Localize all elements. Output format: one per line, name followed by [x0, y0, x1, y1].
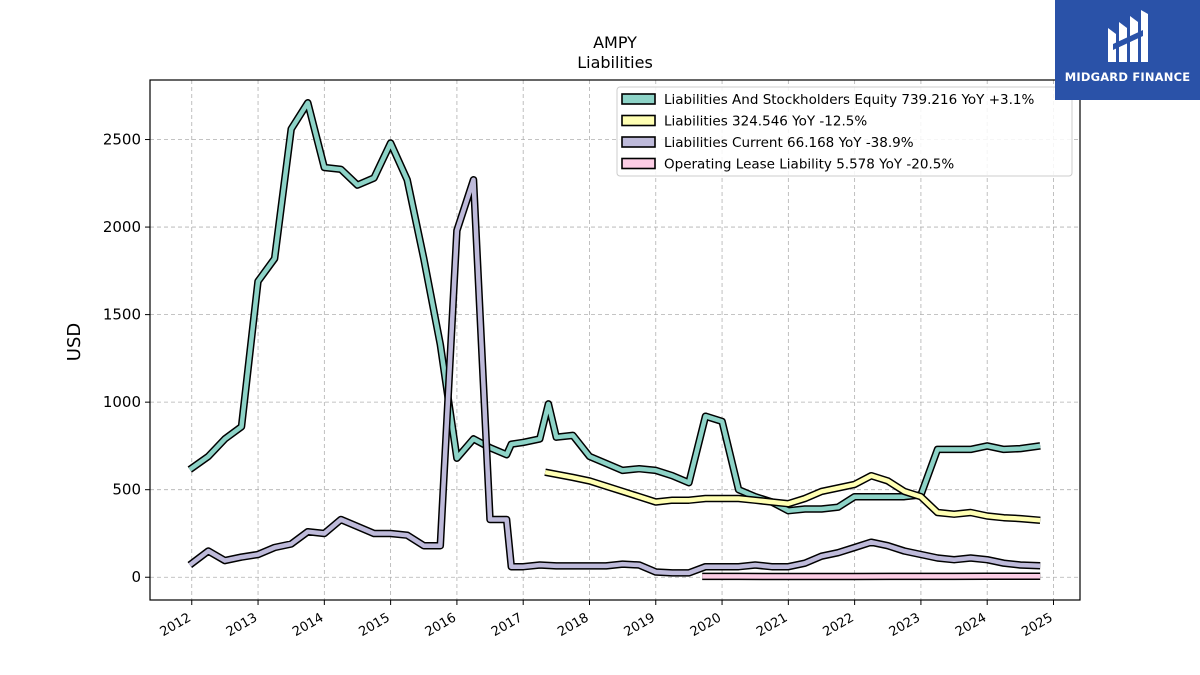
y-tick-label: 1000	[103, 393, 141, 411]
series-line	[544, 469, 1041, 523]
x-tick-label: 2021	[754, 610, 790, 640]
x-tick-label: 2025	[1019, 610, 1055, 640]
y-axis-label: USD	[64, 323, 85, 361]
x-tick-label: 2014	[290, 610, 326, 640]
x-tick-label: 2012	[158, 610, 194, 640]
series-line-outline	[187, 176, 1041, 577]
x-tick-label: 2019	[622, 610, 658, 640]
logo-mark-icon	[1108, 10, 1148, 62]
legend-items: Liabilities And Stockholders Equity 739.…	[621, 92, 1034, 173]
legend-label: Liabilities Current 66.168 YoY -38.9%	[664, 135, 914, 151]
series-0	[187, 99, 1041, 515]
legend-label: Liabilities 324.546 YoY -12.5%	[664, 114, 867, 130]
legend-label: Liabilities And Stockholders Equity 739.…	[664, 92, 1034, 108]
legend-swatch	[621, 93, 656, 105]
logo: MIDGARD FINANCE	[1055, 0, 1200, 100]
legend-label: Operating Lease Liability 5.578 YoY -20.…	[664, 157, 954, 173]
legend-swatch	[621, 157, 656, 170]
x-tick-label: 2016	[423, 610, 459, 640]
series-line	[188, 177, 1041, 576]
x-tick-label: 2017	[489, 610, 525, 640]
y-axis-ticks: 0 500 1000 1500 2000 2500	[103, 131, 150, 586]
y-tick-label: 2500	[103, 131, 141, 149]
series-line	[188, 100, 1041, 513]
x-tick-label: 2024	[953, 610, 989, 640]
series-2	[187, 176, 1041, 577]
series-1	[544, 468, 1041, 525]
y-tick-label: 1500	[103, 306, 141, 324]
x-tick-label: 2020	[688, 610, 724, 640]
y-tick-label: 2000	[103, 218, 141, 236]
chart-subtitle: Liabilities	[577, 53, 653, 72]
x-tick-label: 2015	[356, 610, 392, 640]
legend: Liabilities And Stockholders Equity 739.…	[616, 86, 1073, 177]
chart-title: AMPY	[593, 33, 637, 52]
y-tick-label: 500	[112, 481, 141, 499]
x-tick-label: 2013	[224, 610, 260, 640]
logo-text: MIDGARD FINANCE	[1064, 70, 1191, 84]
legend-swatch	[621, 114, 656, 127]
legend-swatch	[621, 136, 656, 148]
series-lines	[187, 99, 1041, 581]
x-axis-ticks: 2012 2013 2014 2015 2016 2017 2018 2019 2020 2021…	[158, 600, 1055, 640]
plot-frame	[149, 79, 1081, 601]
x-tick-label: 2018	[555, 610, 591, 640]
legend-box	[616, 86, 1073, 177]
y-tick-label: 0	[131, 568, 141, 586]
x-tick-label: 2023	[887, 610, 923, 640]
x-tick-label: 2022	[820, 610, 856, 640]
